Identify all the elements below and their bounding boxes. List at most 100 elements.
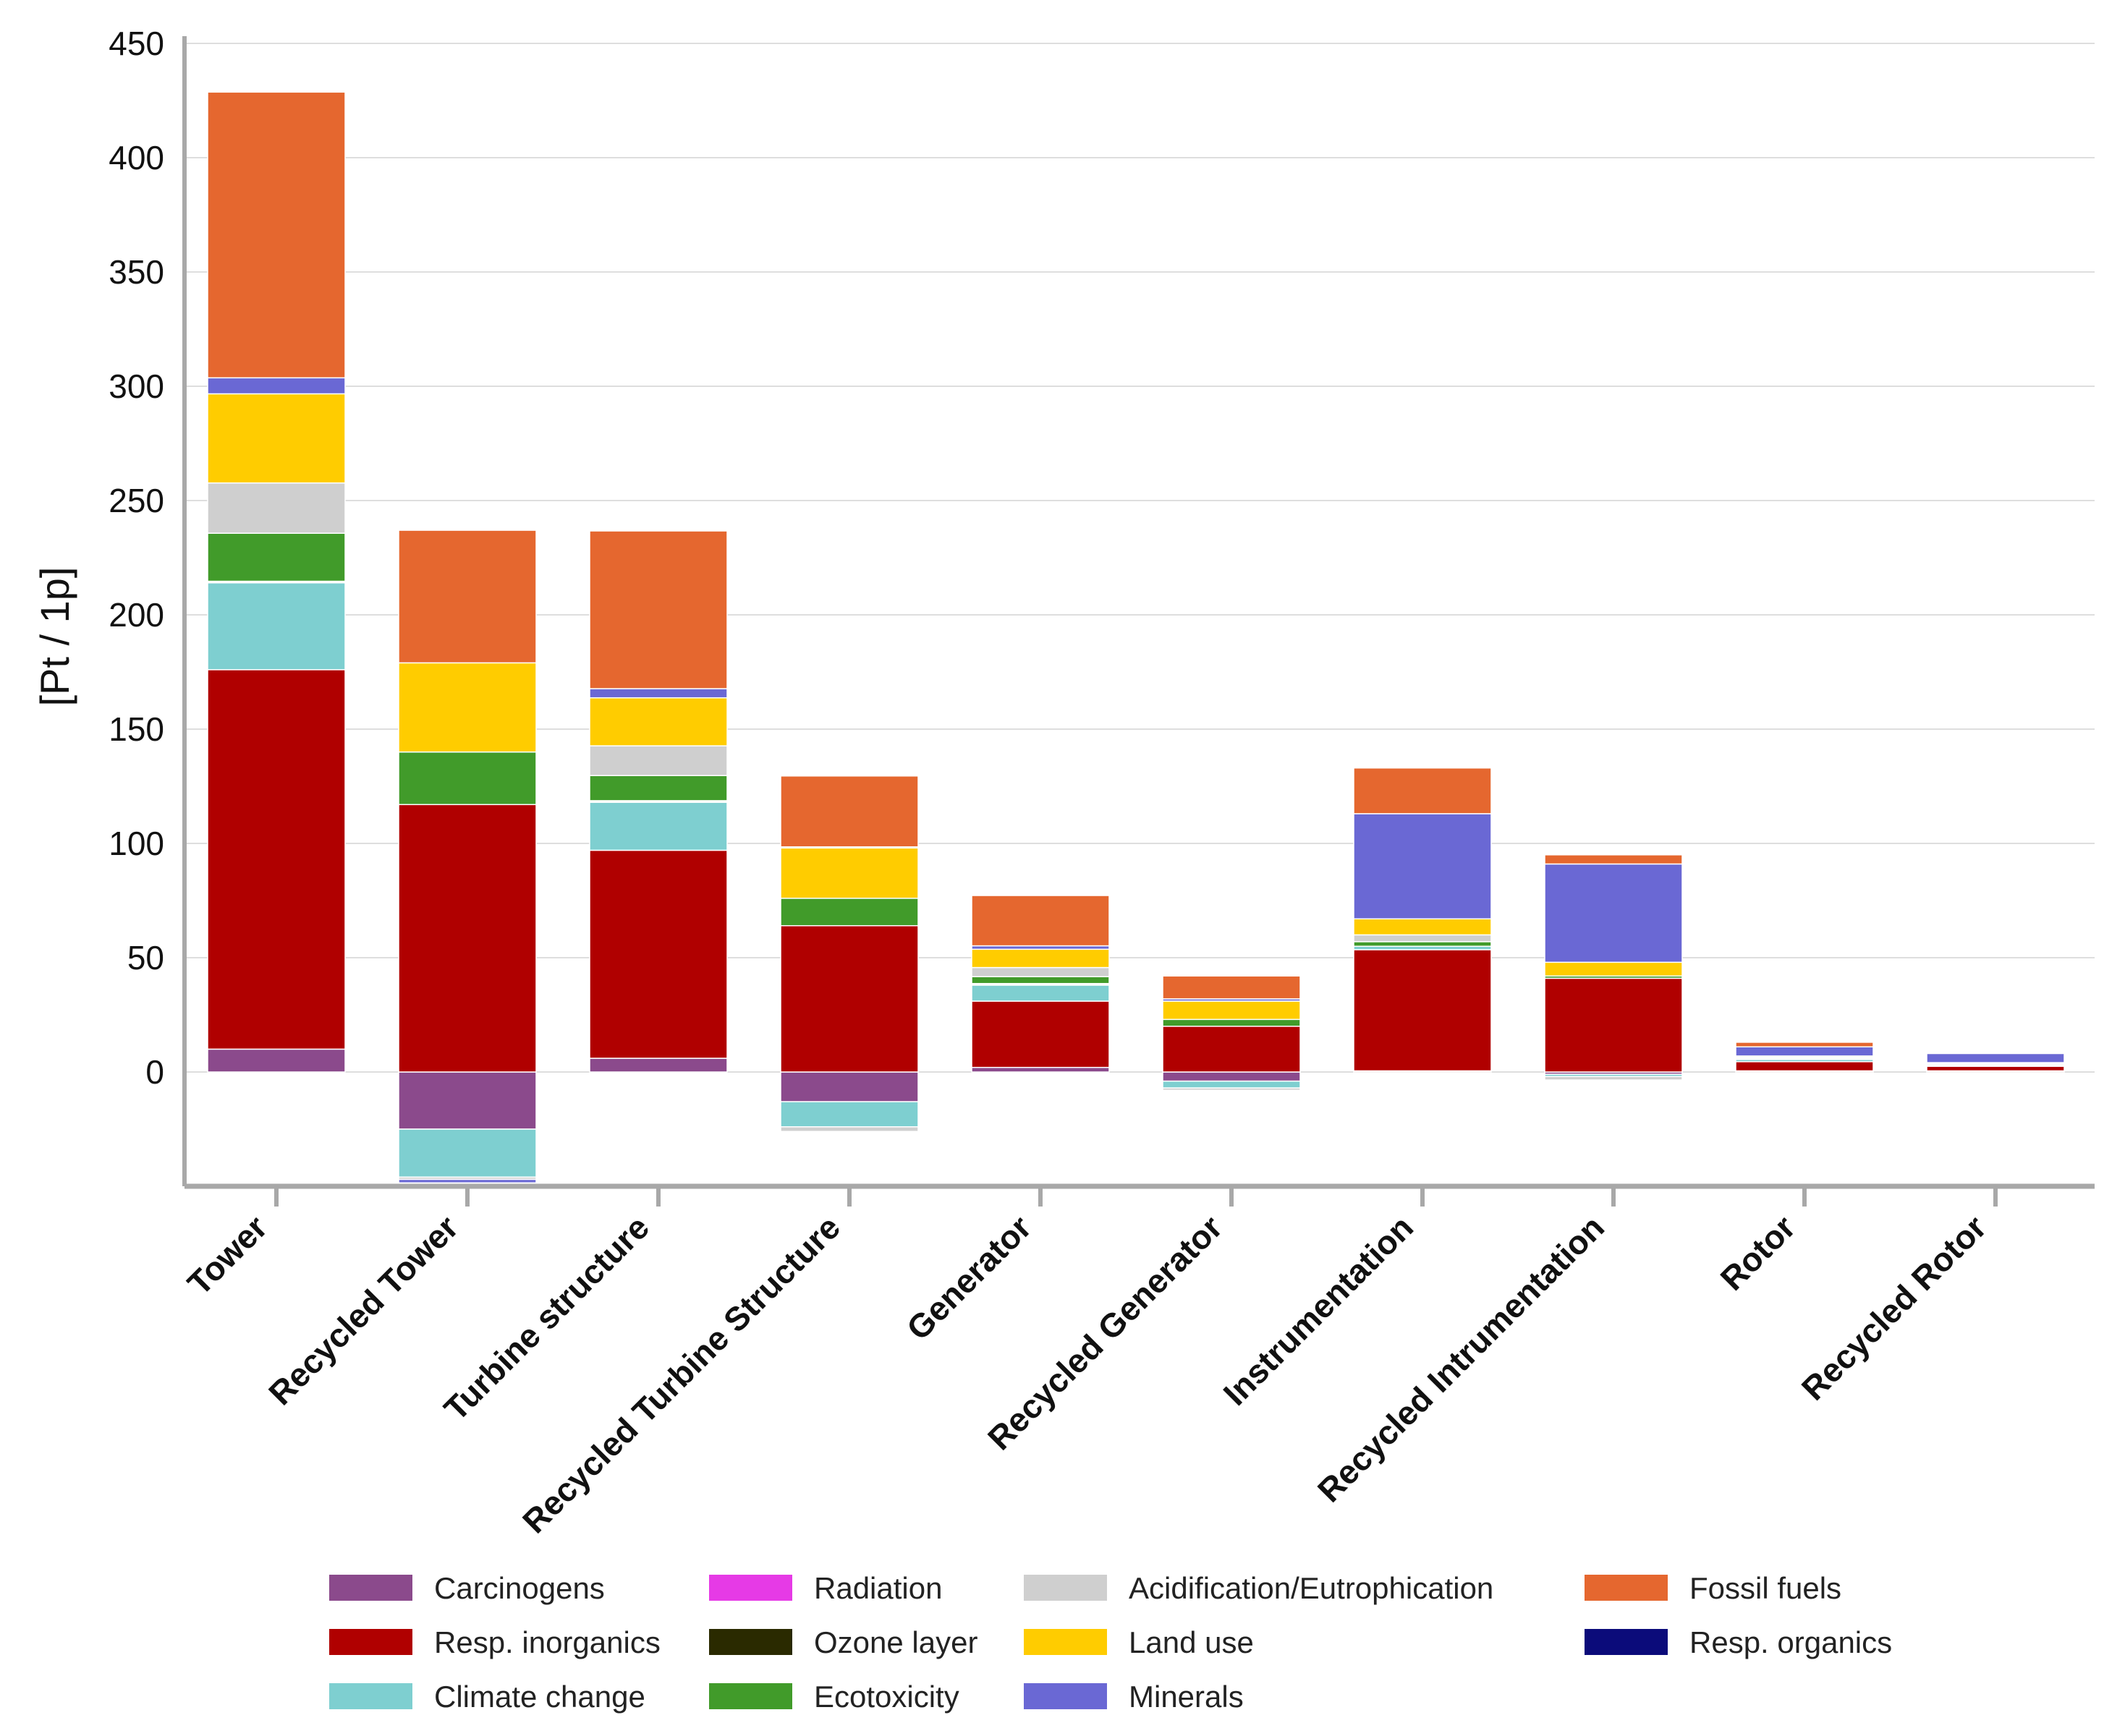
x-tick-label: Recycled Tower	[261, 1208, 465, 1412]
legend-label: Minerals	[1129, 1680, 1244, 1714]
bar-segment	[398, 1071, 537, 1130]
axes	[182, 36, 2095, 1207]
bar-segment	[1162, 975, 1301, 1000]
y-tick-label: 150	[109, 710, 164, 748]
bar-segment	[1162, 1026, 1301, 1073]
bar-segment	[1926, 1052, 2065, 1063]
bar-segment	[589, 697, 728, 746]
legend-label: Ozone layer	[814, 1625, 977, 1659]
bar-segment	[780, 898, 919, 927]
bar-segment	[1735, 1042, 1874, 1047]
bar-segment	[589, 1058, 728, 1073]
y-tick-label: 100	[109, 825, 164, 862]
y-tick-label: 350	[109, 253, 164, 291]
bar-segment	[1544, 961, 1683, 977]
legend-swatch	[1024, 1683, 1107, 1709]
bar-segment	[971, 1066, 1110, 1073]
legend-label: Land use	[1129, 1625, 1254, 1659]
bar-segment	[589, 801, 728, 851]
bar-segment	[207, 582, 346, 671]
bar-segment	[589, 849, 728, 1059]
y-tick-label: 450	[109, 25, 164, 62]
bar-segment	[398, 662, 537, 753]
x-tick-label: Tower	[180, 1208, 274, 1302]
legend-swatch	[1585, 1629, 1668, 1655]
x-tick-label: Recycled Turbine Structure	[515, 1208, 847, 1540]
bar-segment	[589, 775, 728, 801]
bar-segment	[971, 976, 1110, 984]
legend: Carcinogens Radiation Acidification/Eutrop…	[329, 1571, 1892, 1714]
legend-swatch	[1585, 1575, 1668, 1601]
bar-segment	[1162, 1087, 1301, 1092]
x-tick-label: Instrumentation	[1216, 1208, 1421, 1413]
y-tick-label: 200	[109, 596, 164, 634]
legend-label: Carcinogens	[434, 1571, 605, 1605]
bar-segment	[207, 669, 346, 1050]
legend-label: Fossil fuels	[1689, 1571, 1841, 1605]
legend-label: Resp. organics	[1689, 1625, 1892, 1659]
legend-swatch	[709, 1575, 792, 1601]
bar-segment	[1926, 1052, 2065, 1055]
bar-segment	[1162, 1071, 1301, 1082]
bar-segment	[1544, 854, 1683, 865]
bar-segment	[971, 966, 1110, 977]
legend-swatch	[709, 1683, 792, 1709]
bar-segment	[1353, 918, 1492, 936]
bar-segment	[589, 745, 728, 776]
x-tick-label: Rotor	[1713, 1208, 1803, 1298]
y-tick-label: 50	[127, 939, 164, 977]
bar-segment	[1162, 1080, 1301, 1089]
x-tick-label: Generator	[899, 1208, 1038, 1347]
bar-segment	[971, 1000, 1110, 1068]
legend-swatch	[329, 1575, 412, 1601]
bar-segment	[398, 529, 537, 664]
bar-segment	[971, 984, 1110, 1002]
legend-label: Climate change	[434, 1680, 645, 1714]
bar-segment	[1353, 934, 1492, 943]
legend-swatch	[1024, 1629, 1107, 1655]
bar-segment	[780, 847, 919, 899]
y-tick-label: 400	[109, 139, 164, 176]
bar-segment	[1735, 1046, 1874, 1057]
legend-label: Ecotoxicity	[814, 1680, 959, 1714]
bar-segment	[398, 751, 537, 806]
bar-segment	[780, 1101, 919, 1128]
bar-segment	[398, 1178, 537, 1184]
bar-segment	[780, 1071, 919, 1102]
legend-label: Resp. inorganics	[434, 1625, 661, 1659]
bar-segment	[398, 804, 537, 1073]
bar-segment	[1353, 767, 1492, 814]
y-tick-label: 300	[109, 367, 164, 405]
legend-swatch	[329, 1683, 412, 1709]
legend-swatch	[709, 1629, 792, 1655]
y-tick-label: 0	[145, 1053, 164, 1091]
bar-segment	[1926, 1065, 2065, 1072]
y-tick-labels: 0 50 100 150 200 250 300 350 400 450	[109, 25, 164, 1091]
y-axis-label: [Pt / 1p]	[32, 567, 77, 707]
x-tick-label: Turbine structure	[436, 1208, 656, 1428]
bar-segment	[207, 482, 346, 534]
bars	[207, 91, 2065, 1184]
bar-segment	[971, 948, 1110, 969]
bar-segment	[207, 377, 346, 395]
bar-segment	[207, 91, 346, 379]
bar-segment	[1544, 1076, 1683, 1081]
legend-label: Acidification/Eutrophication	[1129, 1571, 1493, 1605]
bar-segment	[780, 925, 919, 1073]
legend-label: Radiation	[814, 1571, 942, 1605]
bar-segment	[780, 775, 919, 848]
bar-segment	[589, 530, 728, 689]
bar-segment	[1353, 941, 1492, 947]
bar-segment	[589, 688, 728, 699]
x-tick-label: Recycled Rotor	[1794, 1208, 1993, 1407]
bar-segment	[1544, 977, 1683, 1073]
y-tick-label: 250	[109, 482, 164, 519]
bar-segment	[207, 393, 346, 484]
bar-segment	[398, 1128, 537, 1178]
bar-segment	[207, 532, 346, 582]
bar-segment	[1735, 1061, 1874, 1072]
bar-segment	[971, 895, 1110, 947]
